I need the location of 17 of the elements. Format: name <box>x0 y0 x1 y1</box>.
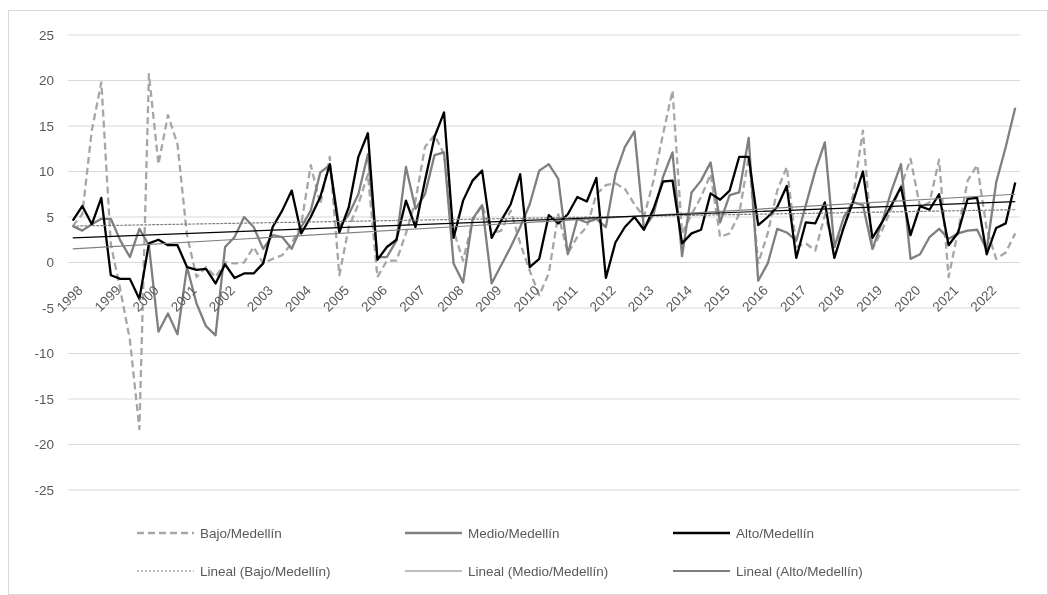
legend-label: Lineal (Medio/Medellín) <box>468 563 609 579</box>
legend-label: Lineal (Bajo/Medellín) <box>200 563 331 579</box>
y-tick-label: 5 <box>46 209 54 225</box>
y-tick-label: -20 <box>34 437 54 453</box>
y-tick-label: 10 <box>38 164 54 180</box>
legend-label: Bajo/Medellín <box>200 525 282 541</box>
y-tick-label: 0 <box>46 255 54 271</box>
y-tick-label: 25 <box>38 27 54 43</box>
y-tick-label: 15 <box>38 118 54 134</box>
y-tick-label: -15 <box>34 391 54 407</box>
legend-label: Medio/Medellín <box>468 525 560 541</box>
y-tick-label: 20 <box>38 73 54 89</box>
y-tick-label: -5 <box>41 300 54 316</box>
y-tick-label: -25 <box>34 482 54 498</box>
y-tick-label: -10 <box>34 346 54 362</box>
legend-label: Alto/Medellín <box>736 525 815 541</box>
legend-label: Lineal (Alto/Medellín) <box>736 563 863 579</box>
